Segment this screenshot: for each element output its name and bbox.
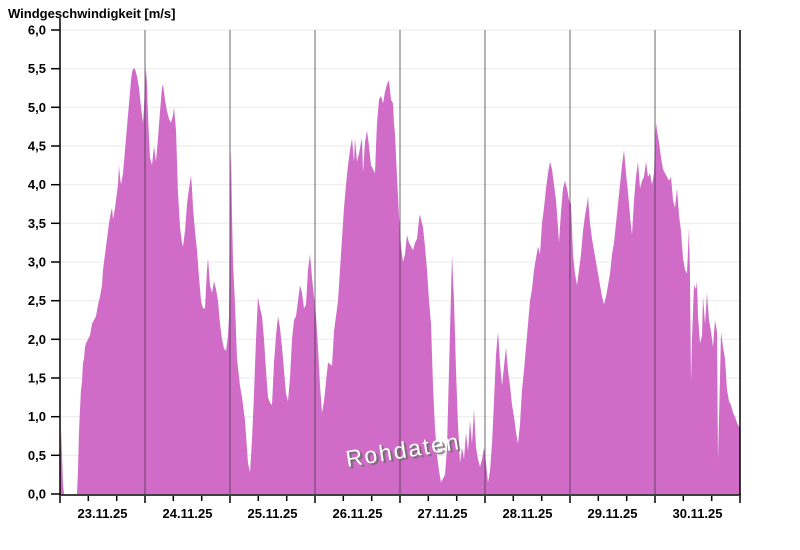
- y-tick-label: 5,0: [28, 100, 46, 115]
- chart-title: Windgeschwindigkeit [m/s]: [8, 6, 176, 21]
- y-tick-label: 1,5: [28, 371, 46, 386]
- y-tick-label: 6,0: [28, 23, 46, 38]
- x-date-label: 27.11.25: [418, 506, 468, 521]
- y-tick-label: 0,5: [28, 448, 46, 463]
- y-tick-label: 4,5: [28, 139, 46, 154]
- x-date-label: 29.11.25: [588, 506, 638, 521]
- x-date-label: 30.11.25: [673, 506, 723, 521]
- y-tick-label: 3,0: [28, 255, 46, 270]
- y-tick-label: 4,0: [28, 177, 46, 192]
- y-tick-label: 2,5: [28, 293, 46, 308]
- x-date-label: 24.11.25: [163, 506, 213, 521]
- y-tick-label: 0,0: [28, 487, 46, 502]
- y-tick-label: 5,5: [28, 61, 46, 76]
- x-date-label: 28.11.25: [503, 506, 553, 521]
- x-date-label: 25.11.25: [248, 506, 298, 521]
- x-date-label: 26.11.25: [333, 506, 383, 521]
- y-tick-label: 2,0: [28, 332, 46, 347]
- y-tick-label: 3,5: [28, 216, 46, 231]
- x-date-label: 23.11.25: [78, 506, 128, 521]
- y-tick-label: 1,0: [28, 409, 46, 424]
